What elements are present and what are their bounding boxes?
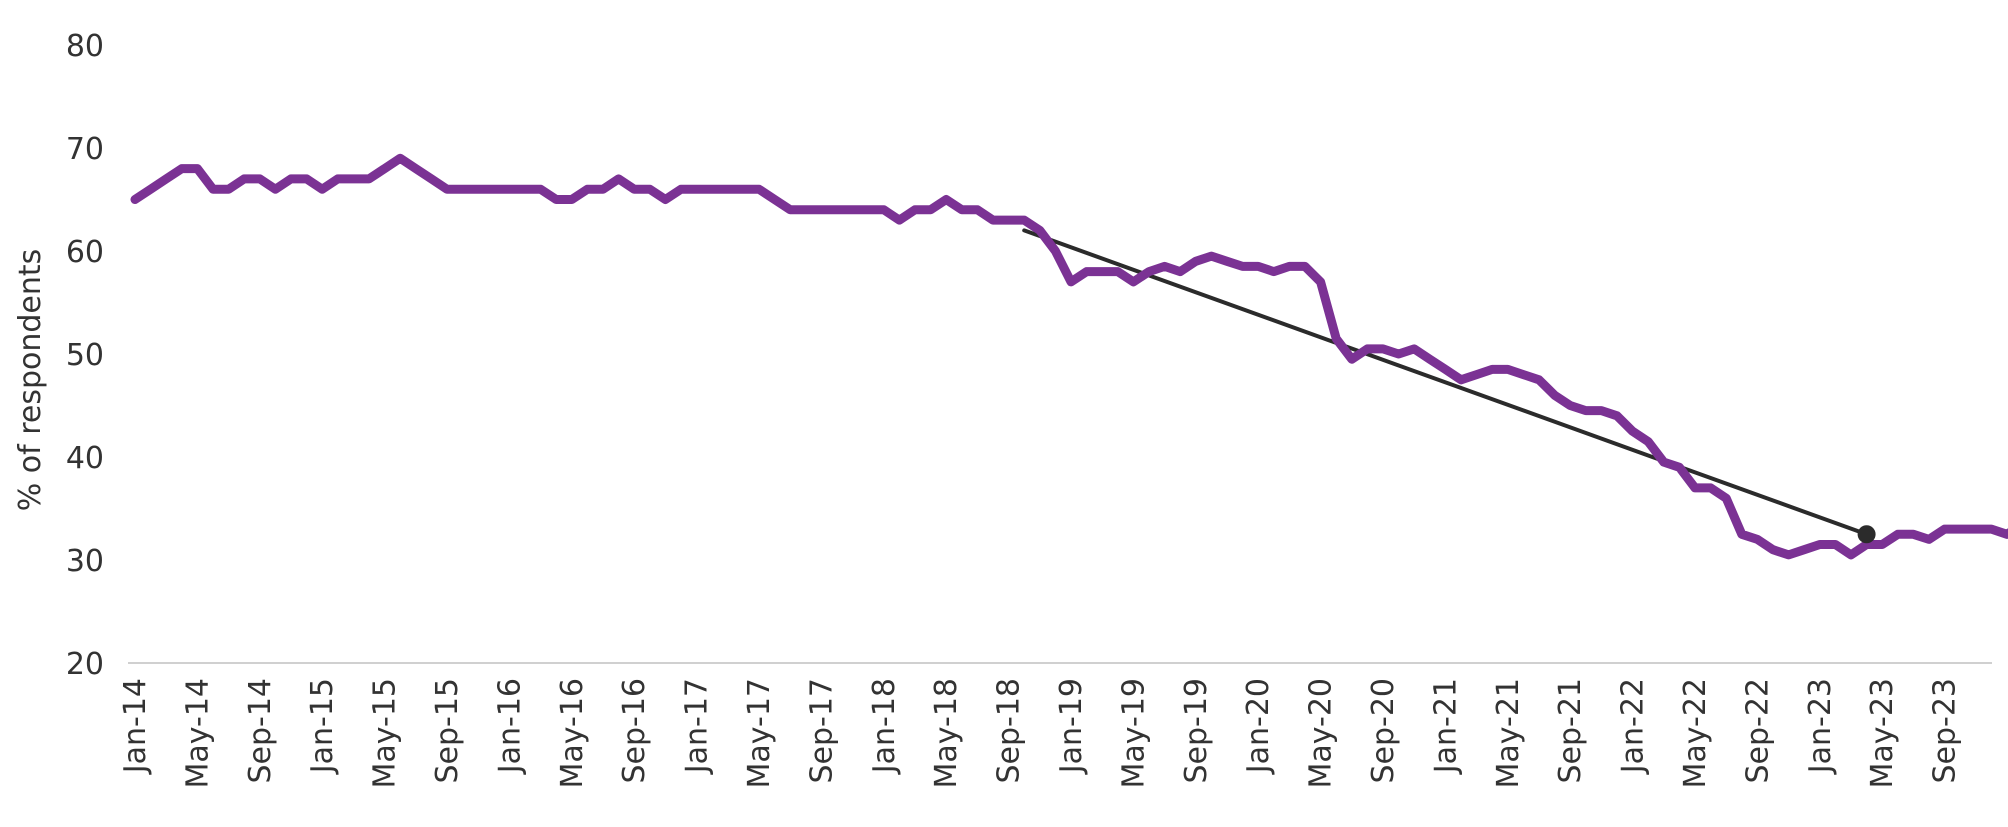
y-axis-title: % of respondents (13, 249, 48, 512)
x-tick-label: May-20 (1304, 678, 1339, 789)
x-tick-label: Sep-15 (430, 678, 465, 784)
x-tick-label: Jan-17 (680, 678, 715, 775)
x-tick-label: May-23 (1865, 678, 1900, 789)
trend-end-marker (1857, 525, 1876, 544)
x-tick-label: Jan-16 (492, 678, 527, 775)
y-tick-label: 60 (66, 235, 104, 270)
x-tick-label: Jan-18 (867, 678, 902, 775)
x-tick-label: Sep-16 (617, 678, 652, 784)
x-tick-label: Sep-20 (1366, 678, 1401, 784)
x-tick-label: Sep-22 (1740, 678, 1775, 784)
x-tick-label: Jan-21 (1428, 678, 1463, 775)
x-tick-labels: Jan-14 May-14 Sep-14 Jan-15 May-15 Sep-15 Jan-… (118, 678, 1963, 789)
x-tick-label: Jan-22 (1616, 678, 1651, 775)
x-tick-label: Sep-21 (1553, 678, 1588, 784)
x-tick-label: Jan-14 (118, 678, 153, 775)
y-tick-label: 30 (66, 544, 104, 579)
x-tick-label: May-15 (368, 678, 403, 789)
x-tick-label: Sep-14 (243, 678, 278, 784)
x-tick-label: May-21 (1491, 678, 1526, 789)
y-tick-label: 50 (66, 338, 104, 373)
x-tick-label: May-22 (1678, 678, 1713, 789)
x-tick-label: Sep-19 (1179, 678, 1214, 784)
x-tick-label: May-17 (742, 678, 777, 789)
x-tick-label: May-18 (929, 678, 964, 789)
y-tick-labels: 20 30 40 50 60 70 80 (66, 29, 104, 682)
data-points (134, 158, 2008, 556)
x-tick-label: May-14 (180, 678, 215, 789)
x-tick-label: May-16 (555, 678, 590, 789)
y-tick-label: 70 (66, 132, 104, 167)
y-tick-label: 40 (66, 441, 104, 476)
y-tick-label: 80 (66, 29, 104, 64)
trend-line (1022, 228, 1869, 537)
x-tick-label: Jan-23 (1803, 678, 1838, 775)
series-line (130, 153, 2008, 560)
x-tick-label: Sep-18 (992, 678, 1027, 784)
x-tick-label: May-19 (1116, 678, 1151, 789)
x-tick-label: Jan-19 (1054, 678, 1089, 775)
x-tick-label: Jan-20 (1241, 678, 1276, 775)
x-tick-label: Sep-23 (1928, 678, 1963, 784)
x-tick-label: Sep-17 (804, 678, 839, 784)
y-tick-label: 20 (66, 647, 104, 682)
x-tick-label: Jan-15 (305, 678, 340, 775)
